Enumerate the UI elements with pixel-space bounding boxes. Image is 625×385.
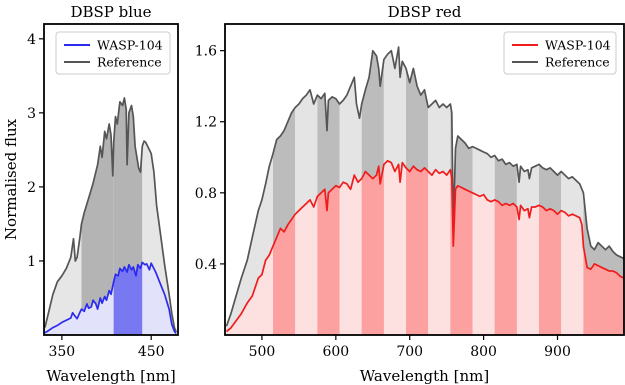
wasp-bin-1 [225,246,273,335]
wasp-bin-9 [428,169,451,335]
x-tick-label: 350 [48,344,75,360]
wasp-bin-12 [494,199,517,335]
reference-line [225,46,624,327]
wasp-bin-6 [361,164,384,335]
dbsp-blue-panel: 350 450 1 2 3 4 DBSP blue Wavelength [nm] Normal… [2,3,179,385]
wasp-bin-2 [81,281,114,335]
wasp-104-line [44,261,177,335]
x-axis-label: Wavelength [nm] [360,367,489,385]
chart-title: DBSP blue [70,3,151,21]
legend-box [503,31,617,75]
wasp-bin-16 [583,246,624,335]
wasp-bin-13 [516,205,539,335]
reference-bin-2 [81,124,114,335]
wasp-bin-14 [539,205,562,335]
wasp-bin-11 [472,192,495,335]
y-tick-label: 1 [27,254,36,270]
y-axis-label: Normalised flux [2,118,20,240]
chart-title: DBSP red [388,3,462,21]
x-tick-label: 800 [470,344,497,360]
x-tick-label: 450 [138,344,165,360]
x-tick-label: 700 [396,344,423,360]
wasp-bin-10 [450,169,473,335]
x-tick-label: 900 [544,344,571,360]
wasp-104-line [225,159,624,333]
wasp-bin-4 [317,185,340,335]
x-tick-label: 600 [322,344,349,360]
y-tick-label: 4 [27,32,36,48]
legend-label-reference: Reference [97,55,162,70]
wasp-bin-3 [295,196,318,335]
plot-area [44,97,177,335]
wasp-bin-15 [561,210,584,335]
wasp-bin-4 [142,262,177,335]
wasp-bin-3 [113,262,143,335]
reference-line [44,97,177,333]
wasp-bin-7 [383,160,406,335]
dbsp-red-panel: 500 600 700 800 900 0.4 0.8 1.2 1.6 DBSP red Wavel… [195,3,625,385]
wasp-bin-8 [406,166,429,335]
y-tick-label: 1.6 [195,44,217,60]
wasp-bin-5 [339,175,362,335]
y-tick-label: 0.8 [195,186,217,202]
y-tick-label: 2 [27,180,36,196]
legend-label-wasp-104: WASP-104 [545,38,611,53]
x-axis-label: Wavelength [nm] [46,367,175,385]
legend: WASP-104 Reference [503,31,617,75]
y-tick-label: 1.2 [195,115,217,131]
axes-frame [43,23,179,336]
axes-frame [224,23,625,336]
wasp-bin-2 [273,214,296,335]
y-tick-label: 0.4 [195,257,217,273]
legend-label-wasp-104: WASP-104 [97,38,163,53]
legend-box [55,31,171,75]
legend-label-reference: Reference [545,55,610,70]
plot-area [225,46,624,335]
x-tick-label: 500 [249,344,276,360]
legend: WASP-104 Reference [55,31,171,75]
y-tick-label: 3 [27,106,36,122]
